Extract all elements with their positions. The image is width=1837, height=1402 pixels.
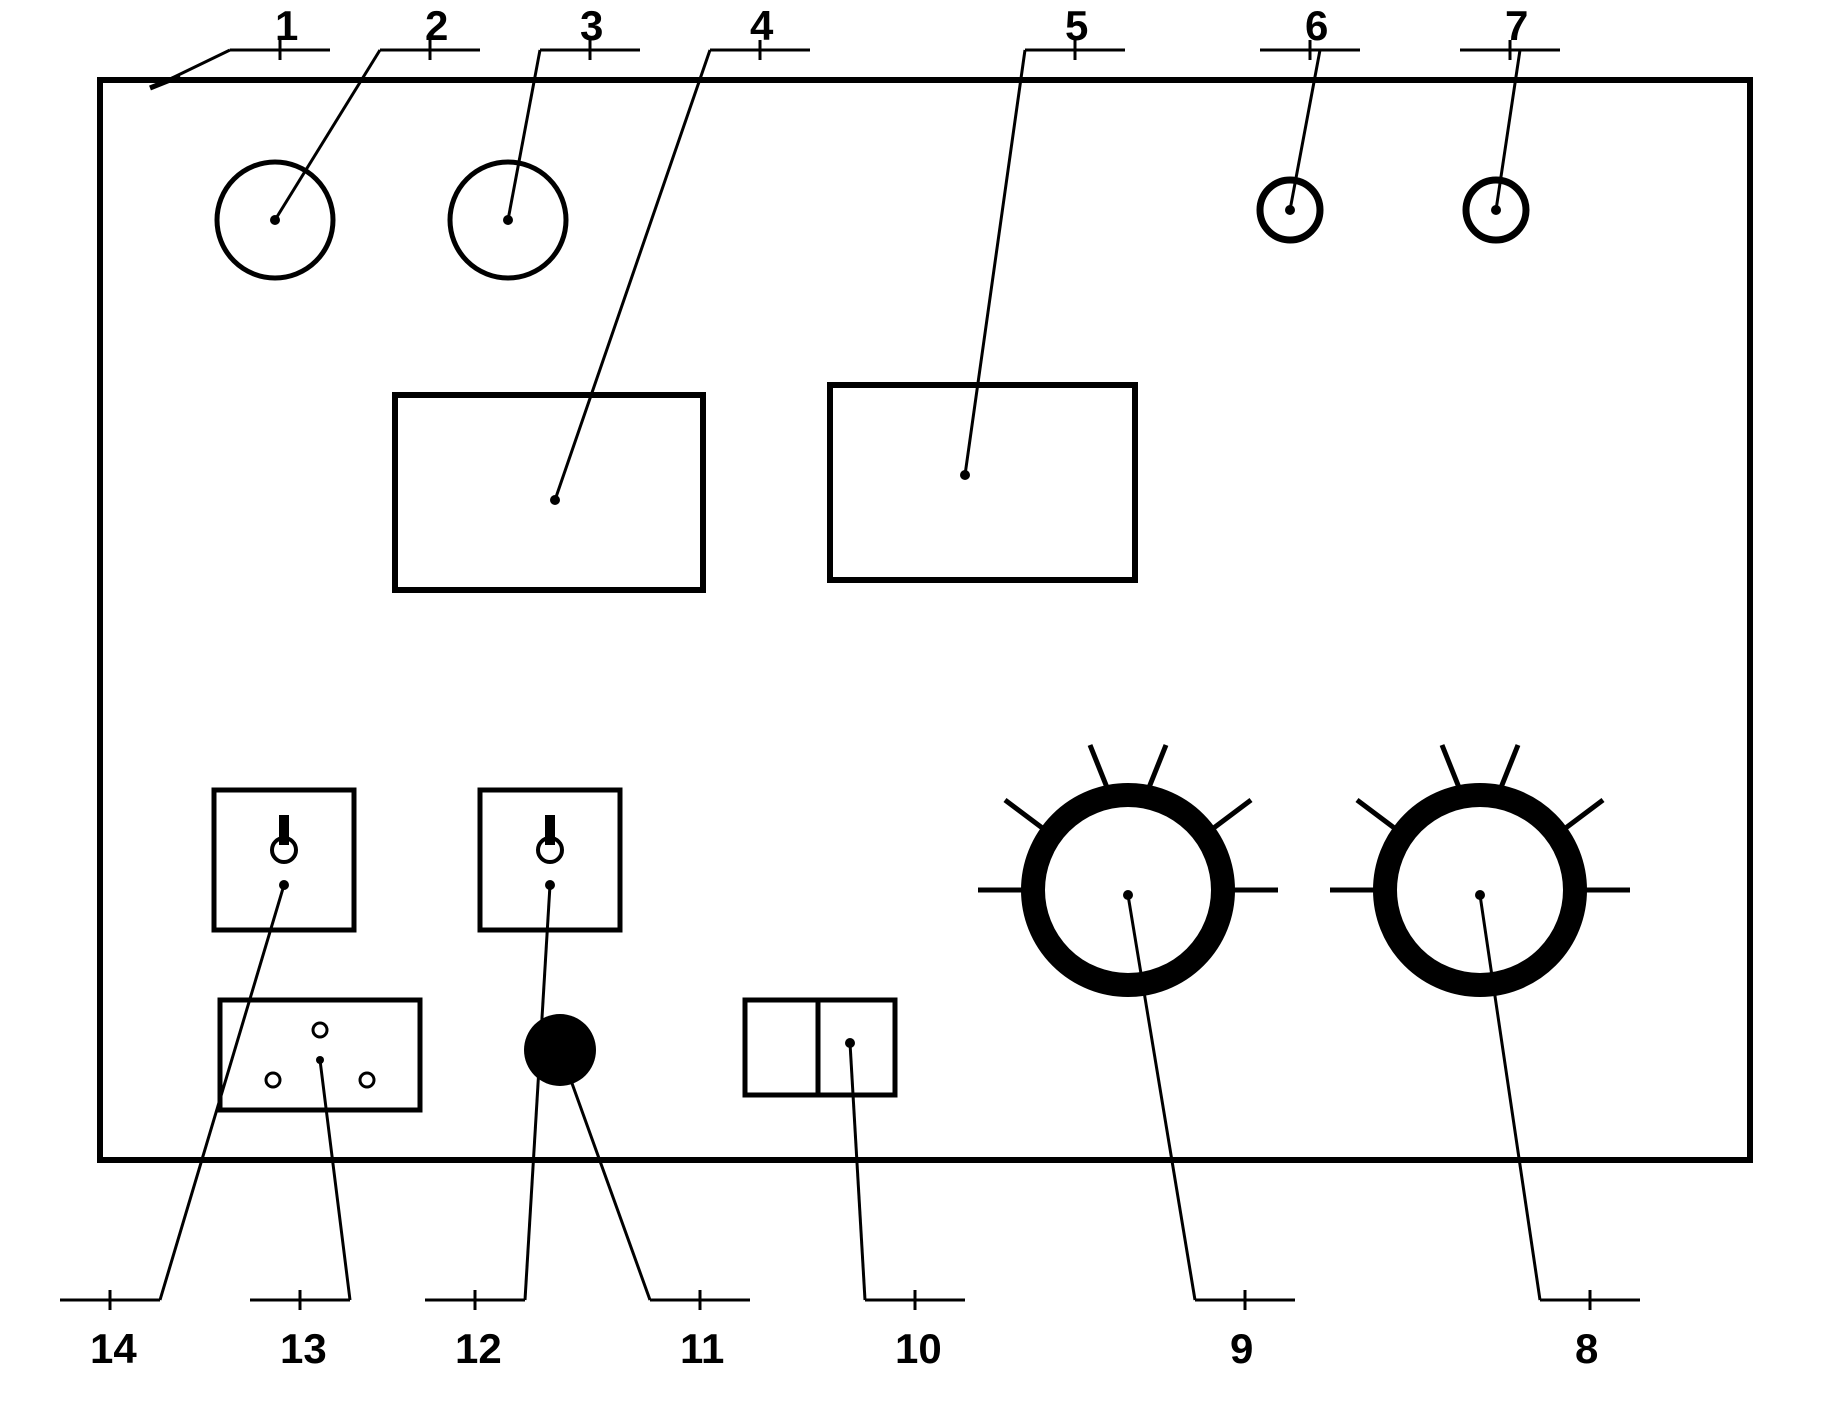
label-13: 13	[280, 1325, 327, 1373]
leader-1	[168, 40, 330, 80]
label-14: 14	[90, 1325, 137, 1373]
label-12: 12	[455, 1325, 502, 1373]
label-8: 8	[1575, 1325, 1598, 1373]
dial-8[interactable]	[1330, 745, 1630, 985]
toggle-14[interactable]	[214, 790, 354, 930]
leader-2	[275, 40, 480, 220]
dial-9[interactable]	[978, 745, 1278, 985]
leader-11	[560, 1050, 750, 1310]
rocker-10[interactable]	[745, 1000, 895, 1095]
label-11: 11	[680, 1325, 724, 1373]
label-9: 9	[1230, 1325, 1253, 1373]
label-7: 7	[1505, 2, 1528, 50]
label-2: 2	[425, 2, 448, 50]
display-5	[830, 385, 1135, 580]
leader-9	[1128, 895, 1295, 1310]
leader-3	[508, 40, 640, 220]
label-4: 4	[750, 2, 773, 50]
label-6: 6	[1305, 2, 1328, 50]
label-3: 3	[580, 2, 603, 50]
leader-14	[60, 885, 284, 1310]
display-4	[395, 395, 703, 590]
label-1: 1	[275, 2, 298, 50]
leader-5	[965, 40, 1125, 475]
leader-10	[850, 1043, 965, 1310]
leader-13	[250, 1060, 350, 1310]
socket-13[interactable]	[220, 1000, 420, 1110]
leader-12	[425, 885, 550, 1310]
label-10: 10	[895, 1325, 942, 1373]
diagram-svg	[0, 0, 1837, 1402]
leader-4	[555, 40, 810, 500]
label-5: 5	[1065, 2, 1088, 50]
